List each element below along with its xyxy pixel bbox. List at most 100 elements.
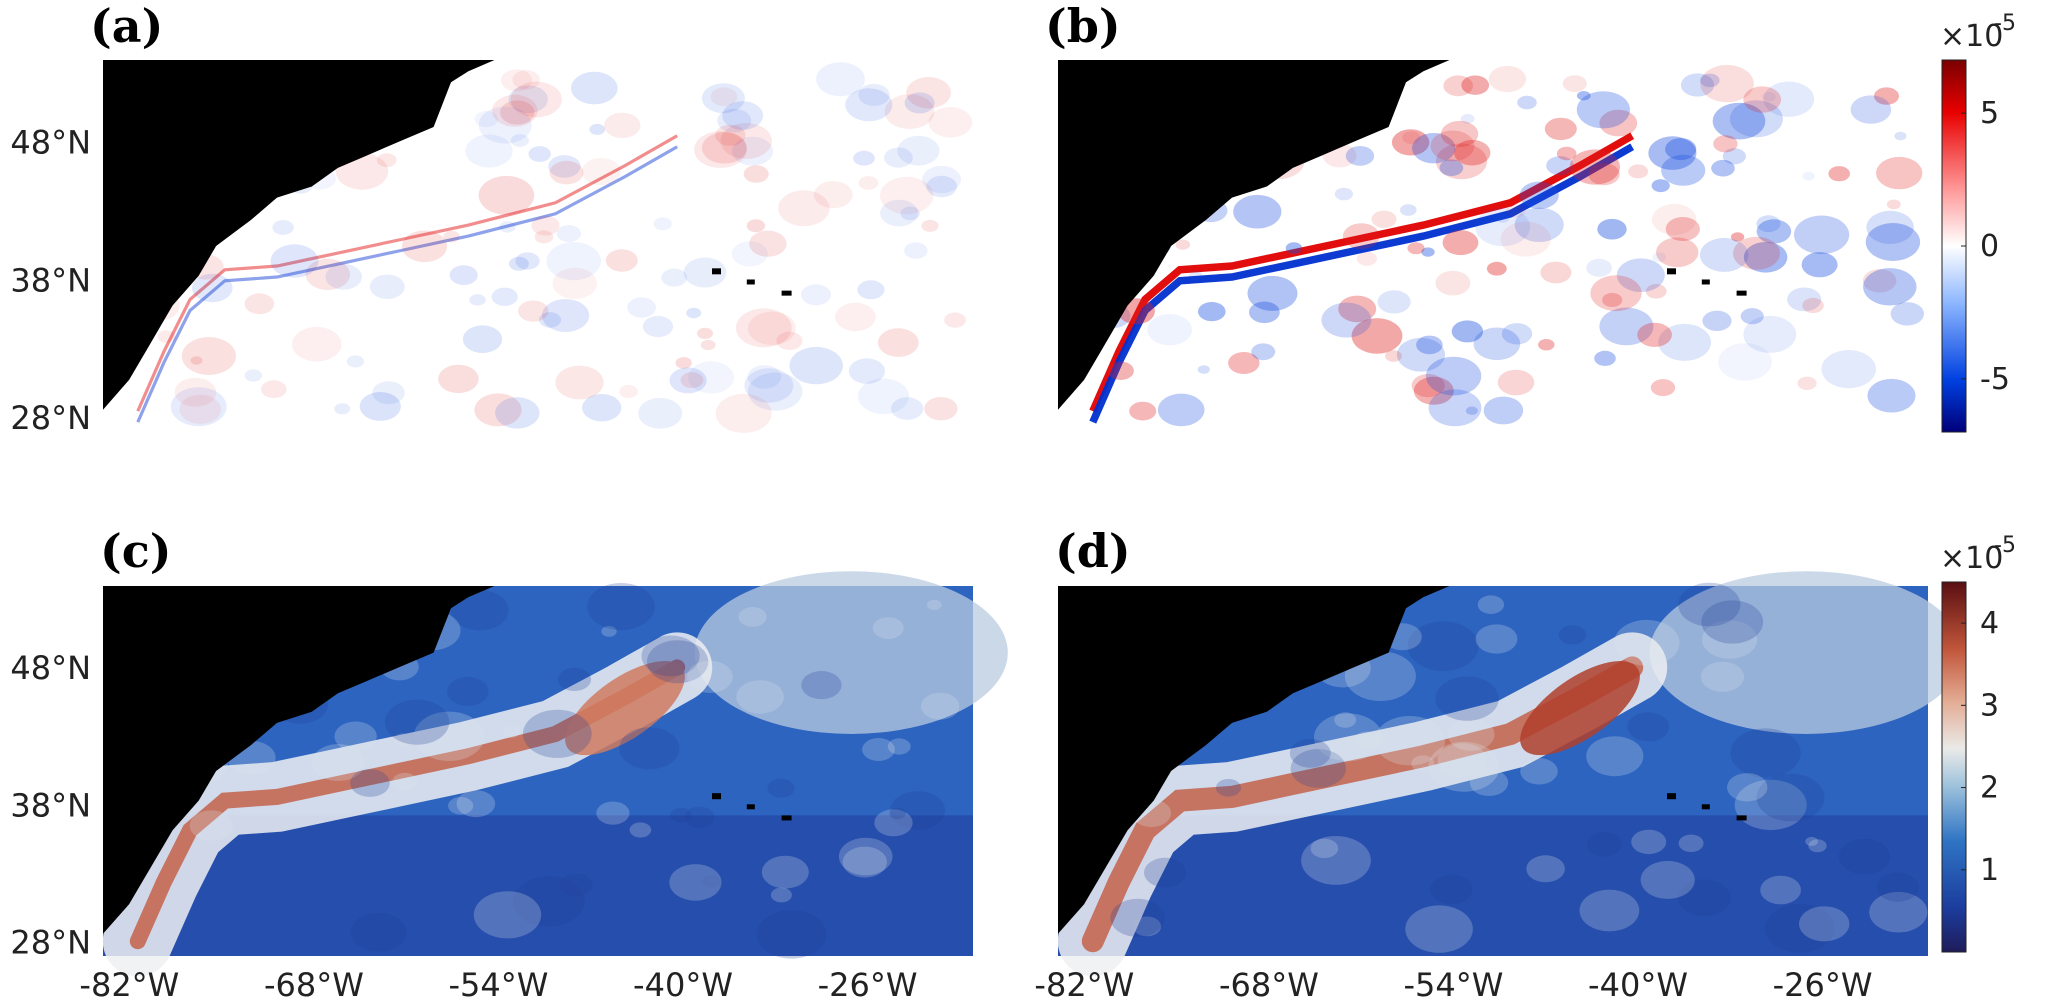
panel-label: (b) <box>1045 0 1121 53</box>
eddy <box>906 77 951 109</box>
eddy <box>548 155 581 178</box>
eddy <box>731 136 774 166</box>
eddy <box>1700 661 1745 692</box>
eddy <box>1486 261 1507 276</box>
eddy <box>449 265 478 285</box>
eddy <box>1876 156 1923 190</box>
eddy <box>877 328 919 357</box>
eddy <box>1828 166 1850 182</box>
eddy <box>1787 287 1822 312</box>
eddy <box>474 110 498 128</box>
panel-b: (b)50-5×10-5 <box>1045 0 2016 433</box>
eddy <box>874 809 913 837</box>
eddy <box>495 397 540 429</box>
eddy <box>880 199 919 227</box>
eddy <box>688 361 735 394</box>
eddy <box>897 135 940 166</box>
eddy <box>1628 164 1649 179</box>
eddy <box>1385 350 1402 362</box>
eddy <box>683 257 727 288</box>
land-mask <box>103 60 495 410</box>
island <box>712 268 721 275</box>
eddy <box>1285 242 1303 254</box>
eddy <box>884 94 935 129</box>
eddy <box>715 124 746 146</box>
eddy <box>601 626 617 637</box>
eddy <box>515 252 540 270</box>
eddy <box>1198 302 1226 322</box>
eddy <box>1314 713 1383 762</box>
eddy <box>1869 891 1928 933</box>
eddy <box>1802 171 1815 181</box>
island <box>1701 804 1710 810</box>
colorbar-scale-base: ×10 <box>1940 19 2003 54</box>
eddy <box>1805 836 1818 846</box>
eddy <box>627 297 656 318</box>
eddy <box>508 85 548 114</box>
eddy <box>556 225 581 243</box>
eddy <box>1799 906 1850 942</box>
eddy <box>546 242 601 281</box>
eddy <box>1569 149 1620 185</box>
eddy <box>1435 143 1488 180</box>
colorbar-tick-label: 0 <box>1980 229 1999 264</box>
eddy <box>686 307 702 319</box>
eddy <box>1794 215 1850 255</box>
eddy <box>1700 64 1754 103</box>
eddy <box>1107 361 1134 380</box>
eddy <box>715 393 772 433</box>
eddy <box>904 92 935 114</box>
eddy <box>1402 131 1421 145</box>
colorbar-gradient <box>1941 581 1967 953</box>
eddy <box>857 280 885 300</box>
island <box>746 279 755 285</box>
eddy <box>1702 310 1732 331</box>
eddy <box>642 315 674 338</box>
colorbar: 50-5×10-5 <box>1940 11 2016 433</box>
eddy <box>1701 600 1764 644</box>
eddy <box>1497 369 1535 396</box>
eddy <box>1661 154 1706 186</box>
colorbar-tick-label: 5 <box>1980 96 1999 131</box>
eddy <box>813 181 853 209</box>
eddy <box>1863 268 1917 306</box>
eddy <box>1447 718 1495 751</box>
eddy <box>534 230 554 244</box>
eddy <box>1763 81 1815 117</box>
eddy <box>1526 855 1565 883</box>
panel-label: (a) <box>90 0 163 53</box>
land-mask <box>1058 60 1450 410</box>
eddy <box>1289 738 1331 768</box>
island <box>712 793 721 800</box>
eddy <box>350 769 390 797</box>
panel-d: -82°W -68°W -54°W -40°W -26°W (d) 4 3 2 1 ×10-5 <box>1034 524 2016 1004</box>
eddy <box>1345 146 1375 166</box>
eddy <box>1588 163 1620 186</box>
eddy <box>835 302 876 332</box>
eddy <box>1743 241 1788 273</box>
eddy <box>1175 239 1191 250</box>
eddy <box>170 387 227 427</box>
eddy <box>462 325 503 354</box>
eddy <box>1802 297 1824 314</box>
eddy <box>1428 741 1500 792</box>
eddy <box>1586 832 1622 857</box>
eddy <box>1290 749 1347 788</box>
eddy <box>244 293 275 315</box>
eddy <box>1430 874 1473 905</box>
gulf-stream-negative <box>136 145 678 423</box>
eddy <box>653 217 672 231</box>
eddy <box>736 680 784 714</box>
eddy <box>661 268 688 287</box>
eddy <box>560 873 593 897</box>
lon-tick-label: -68°W <box>264 966 364 1004</box>
eddy <box>686 660 733 694</box>
colorbar-scale-base: ×10 <box>1940 541 2003 576</box>
lon-tick-label: -26°W <box>1773 966 1873 1004</box>
island <box>1667 793 1676 800</box>
eddy <box>1640 860 1695 899</box>
eddy <box>1729 100 1783 138</box>
eddy <box>1442 230 1479 256</box>
colorbar-scale-exponent: -5 <box>1994 533 2016 558</box>
eddy <box>900 206 920 221</box>
